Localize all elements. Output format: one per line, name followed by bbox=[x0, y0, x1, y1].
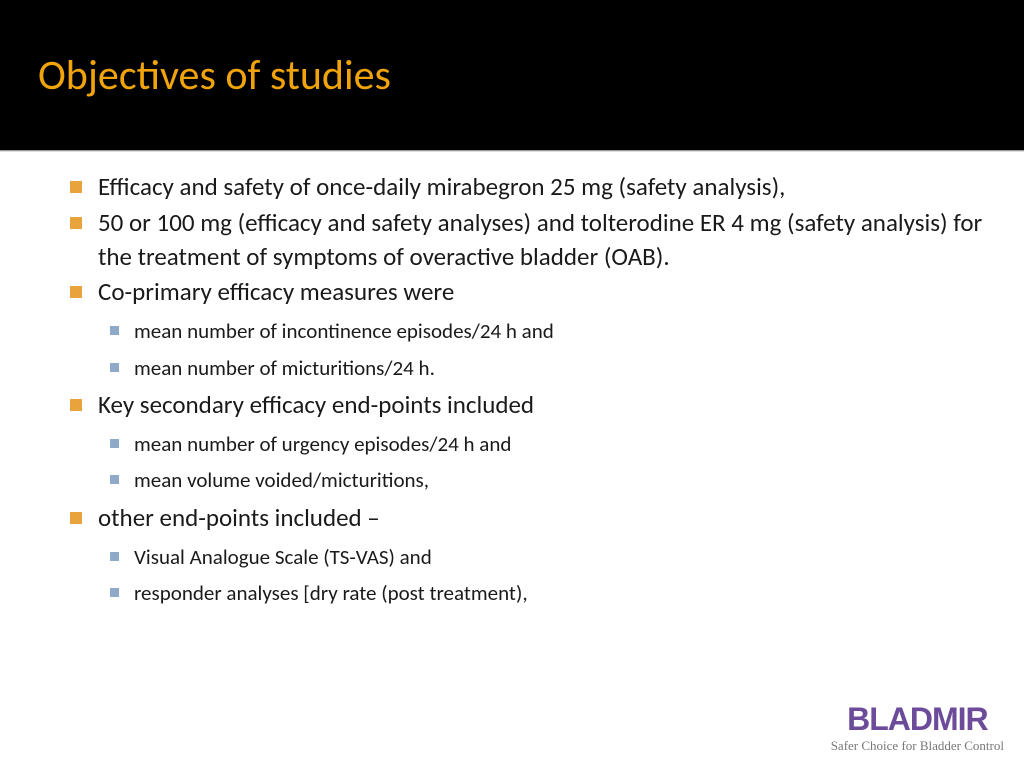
list-item: 50 or 100 mg (efficacy and safety analys… bbox=[62, 206, 984, 274]
list-item: responder analyses [dry rate (post treat… bbox=[98, 577, 984, 610]
sub-list: Visual Analogue Scale (TS-VAS) and respo… bbox=[98, 541, 984, 610]
title-bar: Objectives of studies bbox=[0, 0, 1024, 150]
slide-title: Objectives of studies bbox=[38, 50, 391, 101]
list-item: mean volume voided/micturitions, bbox=[98, 464, 984, 497]
list-item: Efficacy and safety of once-daily mirabe… bbox=[62, 170, 984, 204]
list-item: mean number of incontinence episodes/24 … bbox=[98, 315, 984, 348]
bullet-text: responder analyses [dry rate (post treat… bbox=[134, 580, 528, 606]
bullet-text: other end-points included – bbox=[98, 502, 380, 533]
bullet-text: Key secondary efficacy end-points includ… bbox=[98, 389, 534, 420]
bullet-text: 50 or 100 mg (efficacy and safety analys… bbox=[98, 207, 982, 272]
bullet-text: mean volume voided/micturitions, bbox=[134, 467, 429, 493]
bullet-text: mean number of urgency episodes/24 h and bbox=[134, 431, 511, 457]
sub-list: mean number of urgency episodes/24 h and… bbox=[98, 428, 984, 497]
bullet-text: Efficacy and safety of once-daily mirabe… bbox=[98, 171, 785, 202]
logo-wordmark: BLADMIR bbox=[831, 703, 1004, 735]
slide-content: Efficacy and safety of once-daily mirabe… bbox=[0, 152, 1024, 610]
list-item: mean number of urgency episodes/24 h and bbox=[98, 428, 984, 461]
bullet-text: mean number of micturitions/24 h. bbox=[134, 355, 435, 381]
bullet-list: Efficacy and safety of once-daily mirabe… bbox=[62, 170, 984, 610]
logo-text: BLADMIR bbox=[847, 701, 988, 737]
list-item: Key secondary efficacy end-points includ… bbox=[62, 388, 984, 497]
list-item: Visual Analogue Scale (TS-VAS) and bbox=[98, 541, 984, 574]
list-item: Co-primary efficacy measures were mean n… bbox=[62, 275, 984, 384]
bullet-text: mean number of incontinence episodes/24 … bbox=[134, 318, 554, 344]
list-item: mean number of micturitions/24 h. bbox=[98, 352, 984, 385]
brand-logo: BLADMIR Safer Choice for Bladder Control bbox=[831, 703, 1004, 754]
logo-tagline: Safer Choice for Bladder Control bbox=[831, 738, 1004, 754]
bullet-text: Co-primary efficacy measures were bbox=[98, 276, 454, 307]
sub-list: mean number of incontinence episodes/24 … bbox=[98, 315, 984, 384]
bullet-text: Visual Analogue Scale (TS-VAS) and bbox=[134, 544, 432, 570]
list-item: other end-points included – Visual Analo… bbox=[62, 501, 984, 610]
